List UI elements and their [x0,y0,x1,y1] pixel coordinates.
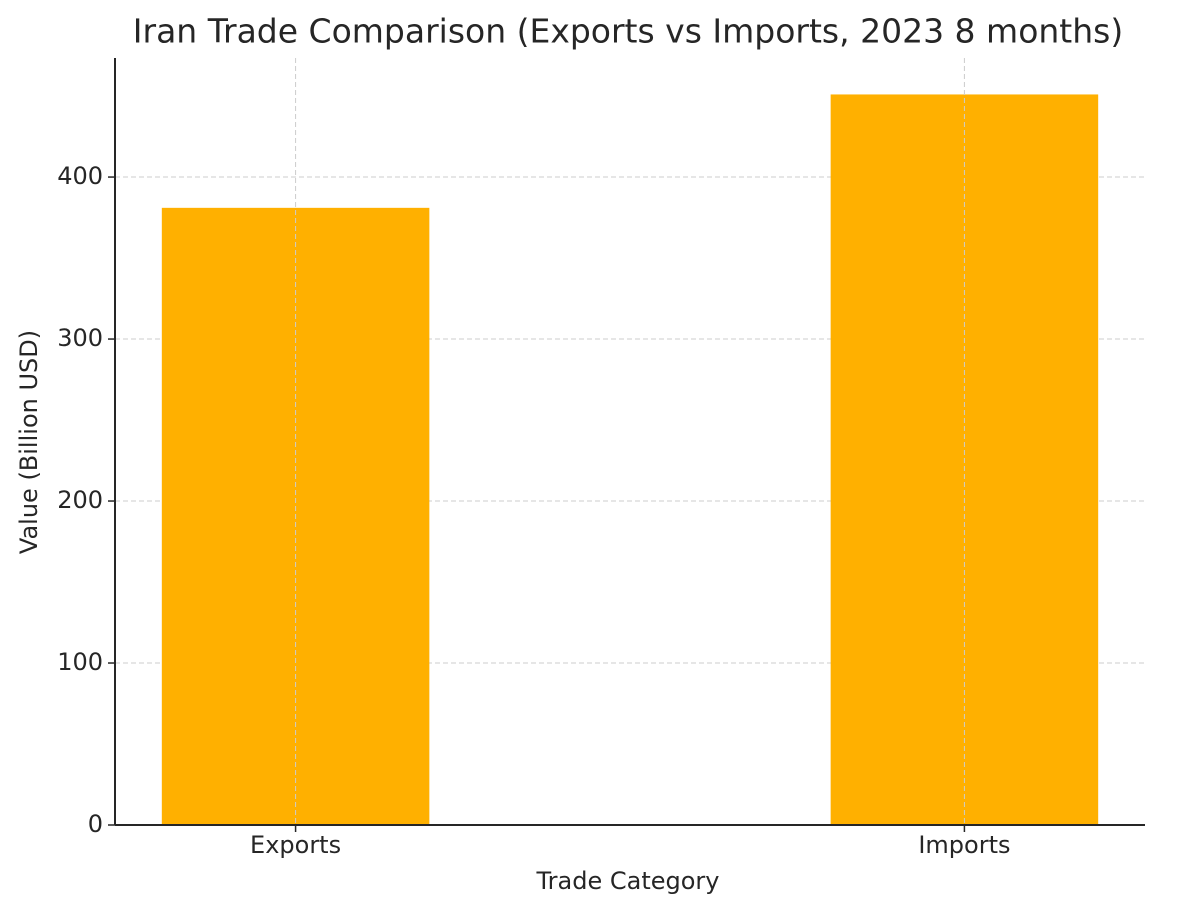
x-axis-label: Trade Category [536,867,720,895]
y-tick-label: 300 [57,324,103,352]
y-tick-label: 0 [88,810,103,838]
x-tick-label: Exports [250,831,341,859]
x-tick-label: Imports [918,831,1010,859]
y-tick-label: 100 [57,648,103,676]
y-axis-label: Value (Billion USD) [15,330,43,554]
y-tick-label: 400 [57,162,103,190]
y-tick-label: 200 [57,486,103,514]
chart-title: Iran Trade Comparison (Exports vs Import… [133,12,1123,51]
